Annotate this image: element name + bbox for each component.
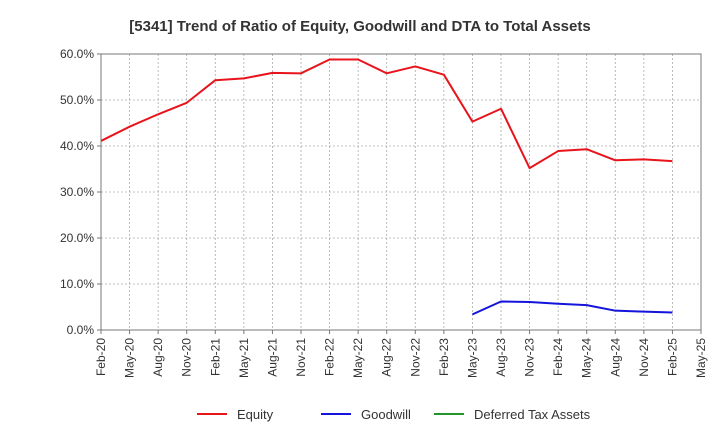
x-tick-label: May-21 — [237, 338, 251, 378]
x-tick-label: May-25 — [694, 338, 708, 378]
x-tick-label: Aug-24 — [608, 338, 622, 377]
x-tick-label: Feb-23 — [437, 338, 451, 376]
y-tick-label: 20.0% — [60, 231, 94, 245]
x-tick-label: May-22 — [351, 338, 365, 378]
x-tick-label: Aug-20 — [151, 338, 165, 377]
x-tick-label: Nov-24 — [637, 338, 651, 377]
x-tick-label: Feb-21 — [208, 338, 222, 376]
series-line-equity — [100, 58, 673, 170]
y-tick-label: 0.0% — [67, 323, 95, 337]
x-tick-label: Nov-20 — [180, 338, 194, 377]
y-tick-label: 40.0% — [60, 139, 94, 153]
x-tick-label: Feb-20 — [94, 338, 108, 376]
x-tick-label: Aug-21 — [265, 338, 279, 377]
legend: Equity Goodwill Deferred Tax Assets — [197, 407, 591, 422]
x-tick-label: Feb-25 — [665, 338, 679, 376]
x-tick-label: Nov-22 — [408, 338, 422, 377]
y-tick-label: 60.0% — [60, 47, 94, 61]
x-axis: Feb-20 May-20 Aug-20 Nov-20 Feb-21 May-21 Aug-… — [94, 330, 708, 378]
plot-area — [100, 53, 702, 331]
chart-title: [5341] Trend of Ratio of Equity, Goodwil… — [129, 18, 590, 35]
x-tick-label: Nov-23 — [523, 338, 537, 377]
grid — [101, 54, 701, 330]
x-tick-label: May-24 — [580, 338, 594, 378]
x-tick-label: May-23 — [465, 338, 479, 378]
x-tick-label: Aug-22 — [380, 338, 394, 377]
legend-label-equity: Equity — [237, 407, 274, 422]
x-tick-label: Aug-23 — [494, 338, 508, 377]
legend-label-deferred-tax-assets: Deferred Tax Assets — [474, 407, 591, 422]
y-axis: 0.0% 10.0% 20.0% 30.0% 40.0% 50.0% 60.0% — [60, 47, 101, 337]
x-tick-label: Feb-22 — [323, 338, 337, 376]
y-tick-label: 30.0% — [60, 185, 94, 199]
series-line-goodwill — [472, 300, 673, 316]
series-lines — [100, 58, 673, 316]
legend-label-goodwill: Goodwill — [361, 407, 411, 422]
x-tick-label: Feb-24 — [551, 338, 565, 376]
x-tick-label: Nov-21 — [294, 338, 308, 377]
y-tick-label: 50.0% — [60, 93, 94, 107]
y-tick-label: 10.0% — [60, 277, 94, 291]
x-tick-label: May-20 — [123, 338, 137, 378]
